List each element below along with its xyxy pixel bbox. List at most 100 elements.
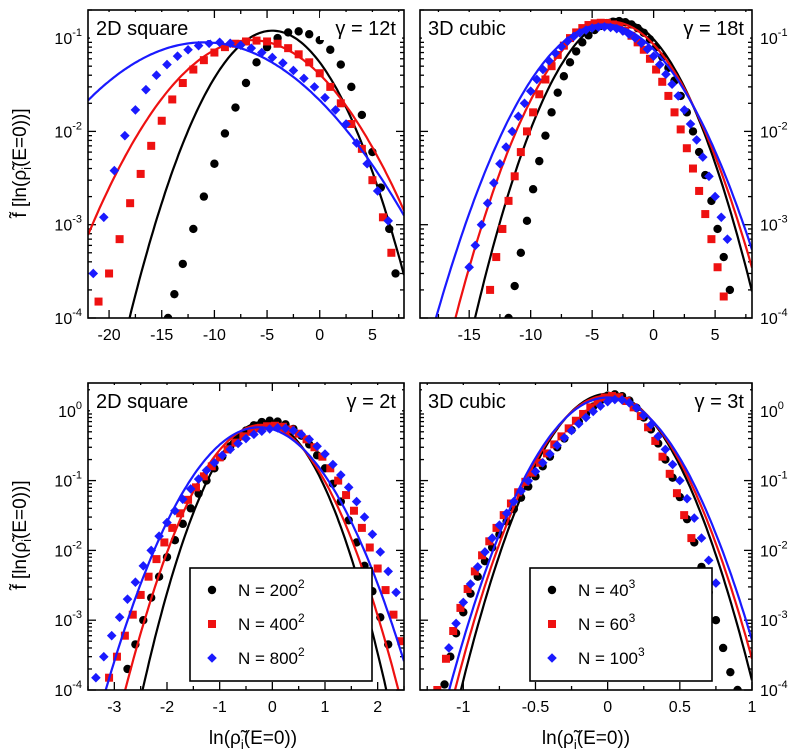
data-point-red <box>207 462 216 471</box>
data-point-blue <box>646 419 656 430</box>
data-point-black <box>336 60 345 69</box>
data-point-blue <box>193 474 204 484</box>
legend-entry: N = 1003 <box>578 645 645 668</box>
data-point-red <box>347 120 356 129</box>
data-point-black <box>186 504 195 513</box>
data-point-blue <box>257 47 267 58</box>
data-point-red <box>593 397 602 406</box>
data-point-blue <box>183 44 193 55</box>
gamma-label: γ = 2t <box>347 391 397 413</box>
data-point-blue <box>488 178 499 188</box>
data-point-blue <box>367 529 378 540</box>
data-point-blue <box>610 394 620 405</box>
data-point-black <box>565 58 575 67</box>
data-point-blue <box>151 70 162 81</box>
data-point-red <box>701 210 710 219</box>
x-tick-label: -15 <box>458 327 481 344</box>
data-point-blue <box>552 440 562 451</box>
y-tick-label: 10-2 <box>760 120 788 141</box>
data-point-blue <box>559 433 570 443</box>
data-point-blue <box>309 82 320 92</box>
data-point-blue <box>154 531 164 541</box>
legend-box <box>189 567 373 682</box>
data-point-blue <box>172 51 183 61</box>
data-point-black <box>391 269 400 278</box>
data-point-blue <box>631 403 642 413</box>
data-point-blue <box>444 643 454 653</box>
legend-marker-red <box>548 620 556 628</box>
y-tick-label: 10-4 <box>760 679 788 700</box>
data-point-blue <box>99 651 109 662</box>
data-point-blue <box>336 470 346 480</box>
data-point-red <box>680 511 689 520</box>
data-point-blue <box>280 423 291 434</box>
data-point-blue <box>288 65 299 76</box>
data-point-blue <box>711 578 721 588</box>
data-point-red <box>510 172 519 181</box>
data-point-blue <box>141 84 151 95</box>
data-point-red <box>516 148 525 157</box>
data-point-red <box>231 39 240 48</box>
data-point-red <box>602 19 611 28</box>
gamma-label: γ = 12t <box>335 18 396 40</box>
y-tick-label: 10-4 <box>54 679 82 700</box>
data-point-black <box>718 643 728 653</box>
data-point-blue <box>675 475 685 486</box>
panel-title: 2D square <box>96 18 188 40</box>
data-point-blue <box>375 547 386 557</box>
data-point-blue <box>241 433 251 444</box>
data-point-red <box>168 95 177 104</box>
data-point-red <box>719 292 728 301</box>
title-bg <box>90 385 210 413</box>
data-point-red <box>547 62 556 71</box>
data-point-blue <box>109 165 120 176</box>
data-point-blue <box>507 126 518 137</box>
data-point-black <box>725 285 735 295</box>
title-bg <box>422 12 542 40</box>
data-point-blue <box>114 612 125 623</box>
data-point-blue <box>679 105 690 115</box>
data-point-red <box>144 572 153 581</box>
legend-entry: N = 4002 <box>238 611 305 634</box>
data-point-red <box>486 285 495 294</box>
legend-entry: N = 603 <box>578 611 636 634</box>
data-point-black <box>347 82 356 92</box>
x-tick-label: -1 <box>213 699 227 716</box>
data-point-red <box>115 235 124 244</box>
data-point-blue <box>624 398 635 408</box>
plot-frame <box>419 382 753 691</box>
x-tick-label: -10 <box>203 327 226 344</box>
data-point-red <box>210 48 219 57</box>
data-point-red <box>682 144 691 153</box>
data-point-blue <box>246 43 257 53</box>
y-tick-label: 10-3 <box>760 214 788 235</box>
data-point-blue <box>624 29 634 40</box>
data-point-red <box>263 37 272 46</box>
data-point-red <box>373 564 382 573</box>
data-point-red <box>658 77 667 86</box>
y-tick-label: 10-2 <box>760 539 788 560</box>
data-point-red <box>247 427 256 436</box>
fit-curve-blue <box>448 396 752 690</box>
x-tick-label: 2 <box>373 699 382 716</box>
data-point-blue <box>691 135 702 145</box>
data-point-blue <box>525 86 536 96</box>
data-point-black <box>326 45 335 54</box>
data-point-red <box>191 483 200 492</box>
x-tick-label: 5 <box>711 327 720 344</box>
x-tick-label: 1 <box>748 699 757 716</box>
data-point-blue <box>146 545 156 556</box>
data-point-black <box>711 615 721 625</box>
data-point-red <box>189 65 198 74</box>
data-point-blue <box>178 494 188 505</box>
data-point-black <box>231 103 240 112</box>
x-tick-label: -10 <box>519 327 542 344</box>
x-tick-label: 1 <box>321 699 330 716</box>
data-point-blue <box>201 465 212 476</box>
legend-3d: N = 403 N = 603 N = 1003 <box>529 567 713 682</box>
data-point-blue <box>605 22 616 33</box>
data-point-black <box>688 127 698 136</box>
data-point-blue <box>689 513 700 523</box>
data-point-blue <box>513 111 524 122</box>
